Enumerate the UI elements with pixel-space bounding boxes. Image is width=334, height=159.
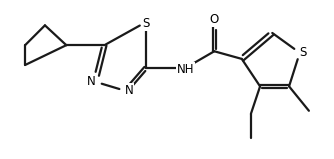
Text: O: O [210, 13, 219, 26]
Text: N: N [125, 84, 133, 97]
Text: N: N [87, 75, 96, 88]
Text: S: S [300, 46, 307, 59]
Text: S: S [142, 17, 149, 30]
Text: NH: NH [177, 63, 194, 76]
